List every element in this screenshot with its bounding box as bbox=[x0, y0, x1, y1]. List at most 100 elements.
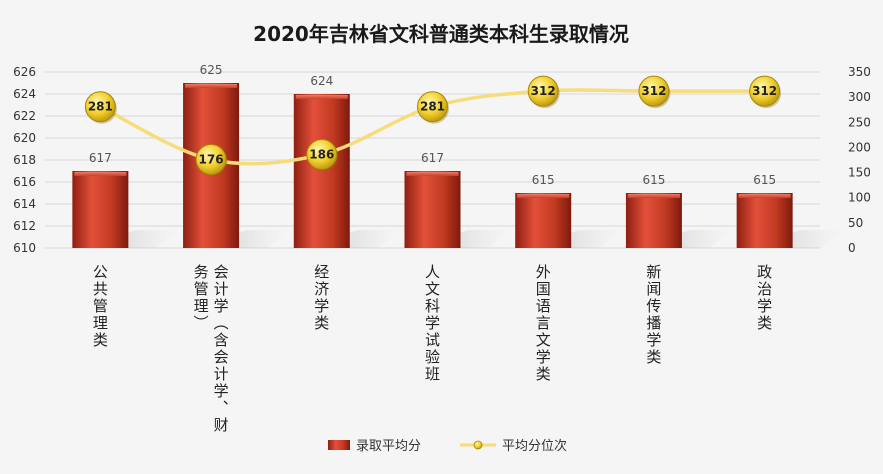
category-label-char: 学 bbox=[646, 331, 661, 349]
bar-top-bevel bbox=[74, 172, 127, 176]
y-right-tick-label: 50 bbox=[848, 216, 863, 230]
y-left-tick-label: 616 bbox=[13, 175, 36, 189]
category-label-char: 试 bbox=[425, 331, 440, 349]
category-label-char: 类 bbox=[536, 365, 551, 383]
bar-data-label: 624 bbox=[310, 74, 333, 88]
category-label-char: 共 bbox=[93, 280, 108, 298]
category-label-char: 类 bbox=[757, 314, 772, 332]
category-label-char: 治 bbox=[757, 280, 772, 298]
bar-top-bevel bbox=[517, 194, 570, 198]
category-label-char: 会 bbox=[214, 348, 229, 366]
bar-top-bevel bbox=[738, 194, 791, 198]
bar-data-label: 617 bbox=[89, 151, 112, 165]
bar-top-bevel bbox=[295, 95, 348, 99]
bar-data-label: 615 bbox=[532, 173, 555, 187]
category-label-char: ︑ bbox=[214, 399, 229, 417]
category-label-char: 理 bbox=[194, 297, 209, 315]
category-label-char: 会 bbox=[214, 263, 229, 281]
category-label-char: 理 bbox=[93, 314, 108, 332]
bar bbox=[736, 193, 793, 248]
y-right-tick-label: 150 bbox=[848, 166, 871, 180]
category-label-char: 公 bbox=[93, 263, 108, 281]
category-label-char: 传 bbox=[646, 297, 661, 315]
category-label-char: 外 bbox=[536, 263, 551, 281]
line-marker bbox=[749, 75, 781, 107]
category-label-char: 济 bbox=[314, 280, 329, 298]
line-marker bbox=[306, 138, 338, 170]
y-right-tick-label: 0 bbox=[848, 241, 856, 255]
line-data-label: 312 bbox=[752, 84, 777, 98]
line-marker bbox=[638, 75, 670, 107]
bar-top-bevel bbox=[627, 194, 680, 198]
category-label-char: 计 bbox=[214, 365, 229, 383]
category-label-char: ︵ bbox=[214, 314, 229, 332]
bar bbox=[404, 171, 461, 248]
category-label-char: 管 bbox=[93, 297, 108, 315]
y-left-tick-label: 624 bbox=[13, 87, 36, 101]
bar-data-label: 615 bbox=[642, 173, 665, 187]
chart-title: 2020年吉林省文科普通类本科生录取情况 bbox=[253, 22, 629, 46]
line-data-label: 176 bbox=[199, 152, 224, 166]
category-label-char: 学 bbox=[314, 297, 329, 315]
y-right-tick-label: 200 bbox=[848, 140, 871, 154]
category-label-char: 类 bbox=[646, 348, 661, 366]
bar-data-label: 617 bbox=[421, 151, 444, 165]
line-data-label: 312 bbox=[641, 84, 666, 98]
category-label-char: 班 bbox=[425, 365, 440, 383]
category-label-char: ︶ bbox=[194, 314, 209, 332]
line-marker bbox=[527, 75, 559, 107]
line-marker bbox=[195, 143, 227, 175]
line-marker bbox=[84, 91, 116, 123]
y-left-tick-label: 610 bbox=[13, 241, 36, 255]
legend-label-bar: 录取平均分 bbox=[356, 439, 421, 454]
bar bbox=[515, 193, 572, 248]
category-label-char: 类 bbox=[314, 314, 329, 332]
line-data-label: 281 bbox=[88, 100, 113, 114]
category-label-char: 学 bbox=[536, 348, 551, 366]
bar-top-bevel bbox=[185, 84, 238, 88]
y-left-tick-label: 622 bbox=[13, 109, 36, 123]
category-label-char: 财 bbox=[214, 416, 229, 434]
line-data-label: 281 bbox=[420, 100, 445, 114]
category-label-char: 务 bbox=[194, 263, 209, 281]
legend-swatch-marker bbox=[473, 440, 483, 450]
line-data-label: 186 bbox=[309, 147, 334, 161]
category-label-char: 学 bbox=[214, 297, 229, 315]
bar-data-label: 615 bbox=[753, 173, 776, 187]
category-label-char: 播 bbox=[646, 314, 661, 332]
y-right-tick-label: 250 bbox=[848, 115, 871, 129]
category-label-char: 验 bbox=[425, 348, 440, 366]
category-label-char: 文 bbox=[536, 331, 551, 349]
bar-top-bevel bbox=[406, 172, 459, 176]
line-data-label: 312 bbox=[531, 84, 556, 98]
category-label-char: 类 bbox=[93, 331, 108, 349]
y-right-tick-label: 300 bbox=[848, 90, 871, 104]
category-label-char: 管 bbox=[194, 280, 209, 298]
category-label-char: 人 bbox=[425, 263, 440, 281]
y-left-tick-label: 612 bbox=[13, 219, 36, 233]
legend-swatch-bar bbox=[328, 440, 350, 450]
category-label-char: 新 bbox=[646, 263, 661, 281]
category-label-char: 文 bbox=[425, 280, 440, 298]
category-label-char: 经 bbox=[314, 263, 329, 281]
bar bbox=[293, 94, 350, 248]
category-label-char: 言 bbox=[536, 314, 551, 332]
category-label-char: 语 bbox=[536, 297, 551, 315]
line-marker bbox=[417, 91, 448, 123]
bar-data-label: 625 bbox=[200, 63, 223, 77]
y-right-tick-label: 100 bbox=[848, 191, 871, 205]
category-label-char: 学 bbox=[214, 382, 229, 400]
category-label-char: 国 bbox=[536, 280, 551, 298]
bar bbox=[625, 193, 682, 248]
legend-label-line: 平均分位次 bbox=[502, 438, 567, 454]
category-label-char: 学 bbox=[425, 314, 440, 332]
